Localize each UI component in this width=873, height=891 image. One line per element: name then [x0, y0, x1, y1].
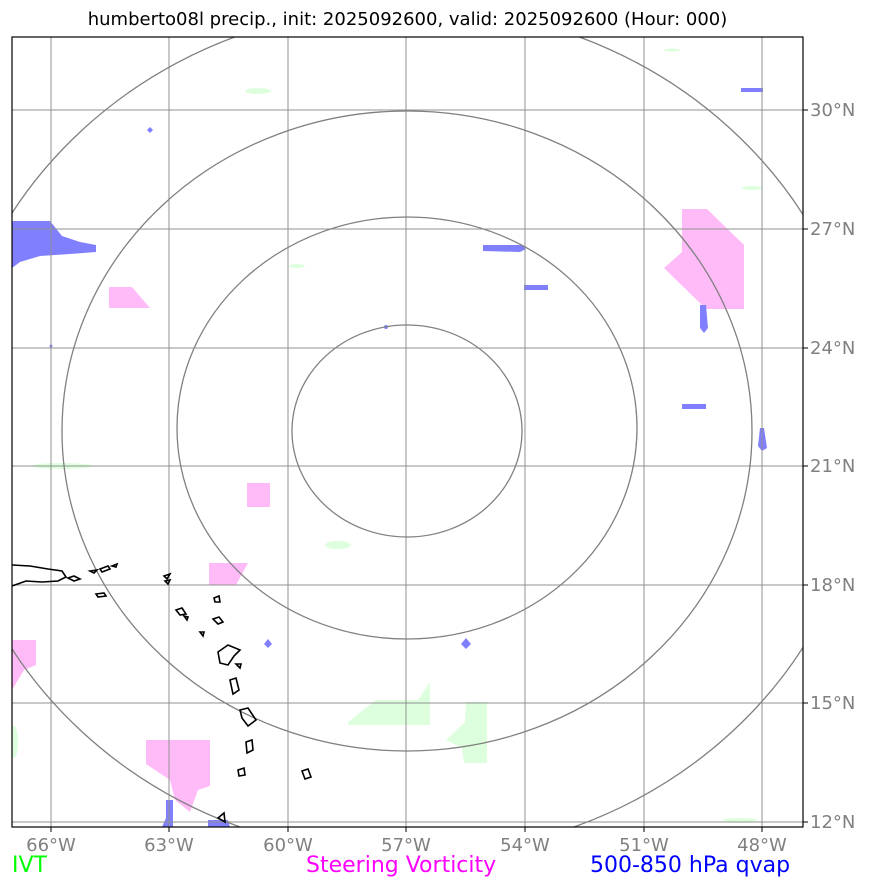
- distance-rings: [12, 37, 803, 827]
- coastline: [217, 644, 242, 666]
- ivt-region: [664, 48, 680, 52]
- qvap-region: [741, 88, 763, 92]
- lat-tick-label: 18°N: [810, 575, 855, 596]
- vorticity-region: [209, 563, 248, 585]
- distance-ring: [12, 37, 803, 827]
- coastline: [163, 578, 172, 586]
- lon-tick-label: 54°W: [500, 835, 550, 856]
- lat-tick-label: 12°N: [810, 812, 855, 833]
- vorticity-layer: [12, 209, 744, 812]
- vorticity-region: [109, 287, 150, 308]
- qvap-region: [264, 639, 272, 648]
- vorticity-region: [146, 740, 210, 812]
- qvap-region: [461, 638, 471, 649]
- vorticity-region: [247, 483, 270, 507]
- legend-qvap: 500-850 hPa qvap: [590, 853, 791, 878]
- coastline: [211, 616, 225, 625]
- map-plot-area: [12, 37, 803, 827]
- coastline: [229, 676, 240, 696]
- coastline: [162, 572, 172, 581]
- ivt-region: [742, 186, 762, 190]
- lon-tick-label: 63°W: [144, 835, 194, 856]
- coastline: [213, 594, 221, 603]
- coastline: [65, 575, 83, 582]
- lat-tick-label: 30°N: [810, 100, 855, 121]
- ivt-region: [289, 264, 305, 268]
- coastline: [174, 607, 188, 616]
- ivt-region: [325, 541, 351, 549]
- lat-tick-label: 21°N: [810, 456, 855, 477]
- vorticity-region: [664, 209, 744, 309]
- legend-vorticity: Steering Vorticity: [306, 853, 497, 878]
- ivt-region: [722, 818, 758, 822]
- qvap-region: [524, 285, 548, 290]
- legend-ivt: IVT: [12, 853, 47, 878]
- coastline: [182, 614, 190, 622]
- qvap-layer: [12, 88, 767, 827]
- qvap-region: [12, 221, 96, 268]
- qvap-region: [682, 404, 706, 409]
- lat-tick-label: 27°N: [810, 219, 855, 240]
- qvap-region: [700, 305, 708, 333]
- coastline: [98, 565, 112, 573]
- lat-labels: 30°N 27°N 24°N 21°N 18°N 15°N 12°N: [810, 100, 855, 833]
- ivt-layer: [12, 48, 762, 822]
- lon-tick-label: 60°W: [263, 835, 313, 856]
- coastline: [300, 767, 313, 781]
- distance-ring: [176, 216, 638, 640]
- qvap-region: [147, 127, 153, 133]
- coastline: [239, 707, 258, 728]
- map-title: humberto08l precip., init: 2025092600, v…: [87, 9, 728, 30]
- coastline: [94, 592, 108, 598]
- ivt-region: [245, 88, 271, 94]
- lon-labels: 66°W 63°W 60°W 57°W 54°W 51°W 48°W: [26, 835, 787, 856]
- coastline: [245, 738, 254, 755]
- graticule: [12, 37, 803, 827]
- ivt-region: [446, 702, 487, 763]
- coastline: [234, 663, 243, 670]
- coastline: [87, 568, 100, 574]
- coastlines: [12, 562, 313, 824]
- vorticity-region: [12, 640, 36, 690]
- lon-tick-label: 51°W: [619, 835, 669, 856]
- coastline: [237, 766, 246, 777]
- coastline: [12, 564, 68, 587]
- qvap-region: [208, 820, 230, 827]
- lon-tick-label: 66°W: [26, 835, 76, 856]
- lat-tick-label: 24°N: [810, 338, 855, 359]
- tick-marks: [50, 109, 808, 832]
- lon-tick-label: 48°W: [737, 835, 787, 856]
- coastline: [216, 811, 226, 824]
- ivt-region: [12, 726, 18, 758]
- lat-tick-label: 15°N: [810, 693, 855, 714]
- lon-tick-label: 57°W: [381, 835, 431, 856]
- distance-ring: [291, 324, 523, 538]
- map-frame: [11, 36, 804, 828]
- qvap-region: [162, 800, 173, 827]
- coastline: [198, 631, 206, 638]
- coastline: [109, 562, 119, 568]
- qvap-region: [483, 245, 526, 252]
- distance-ring: [61, 110, 753, 752]
